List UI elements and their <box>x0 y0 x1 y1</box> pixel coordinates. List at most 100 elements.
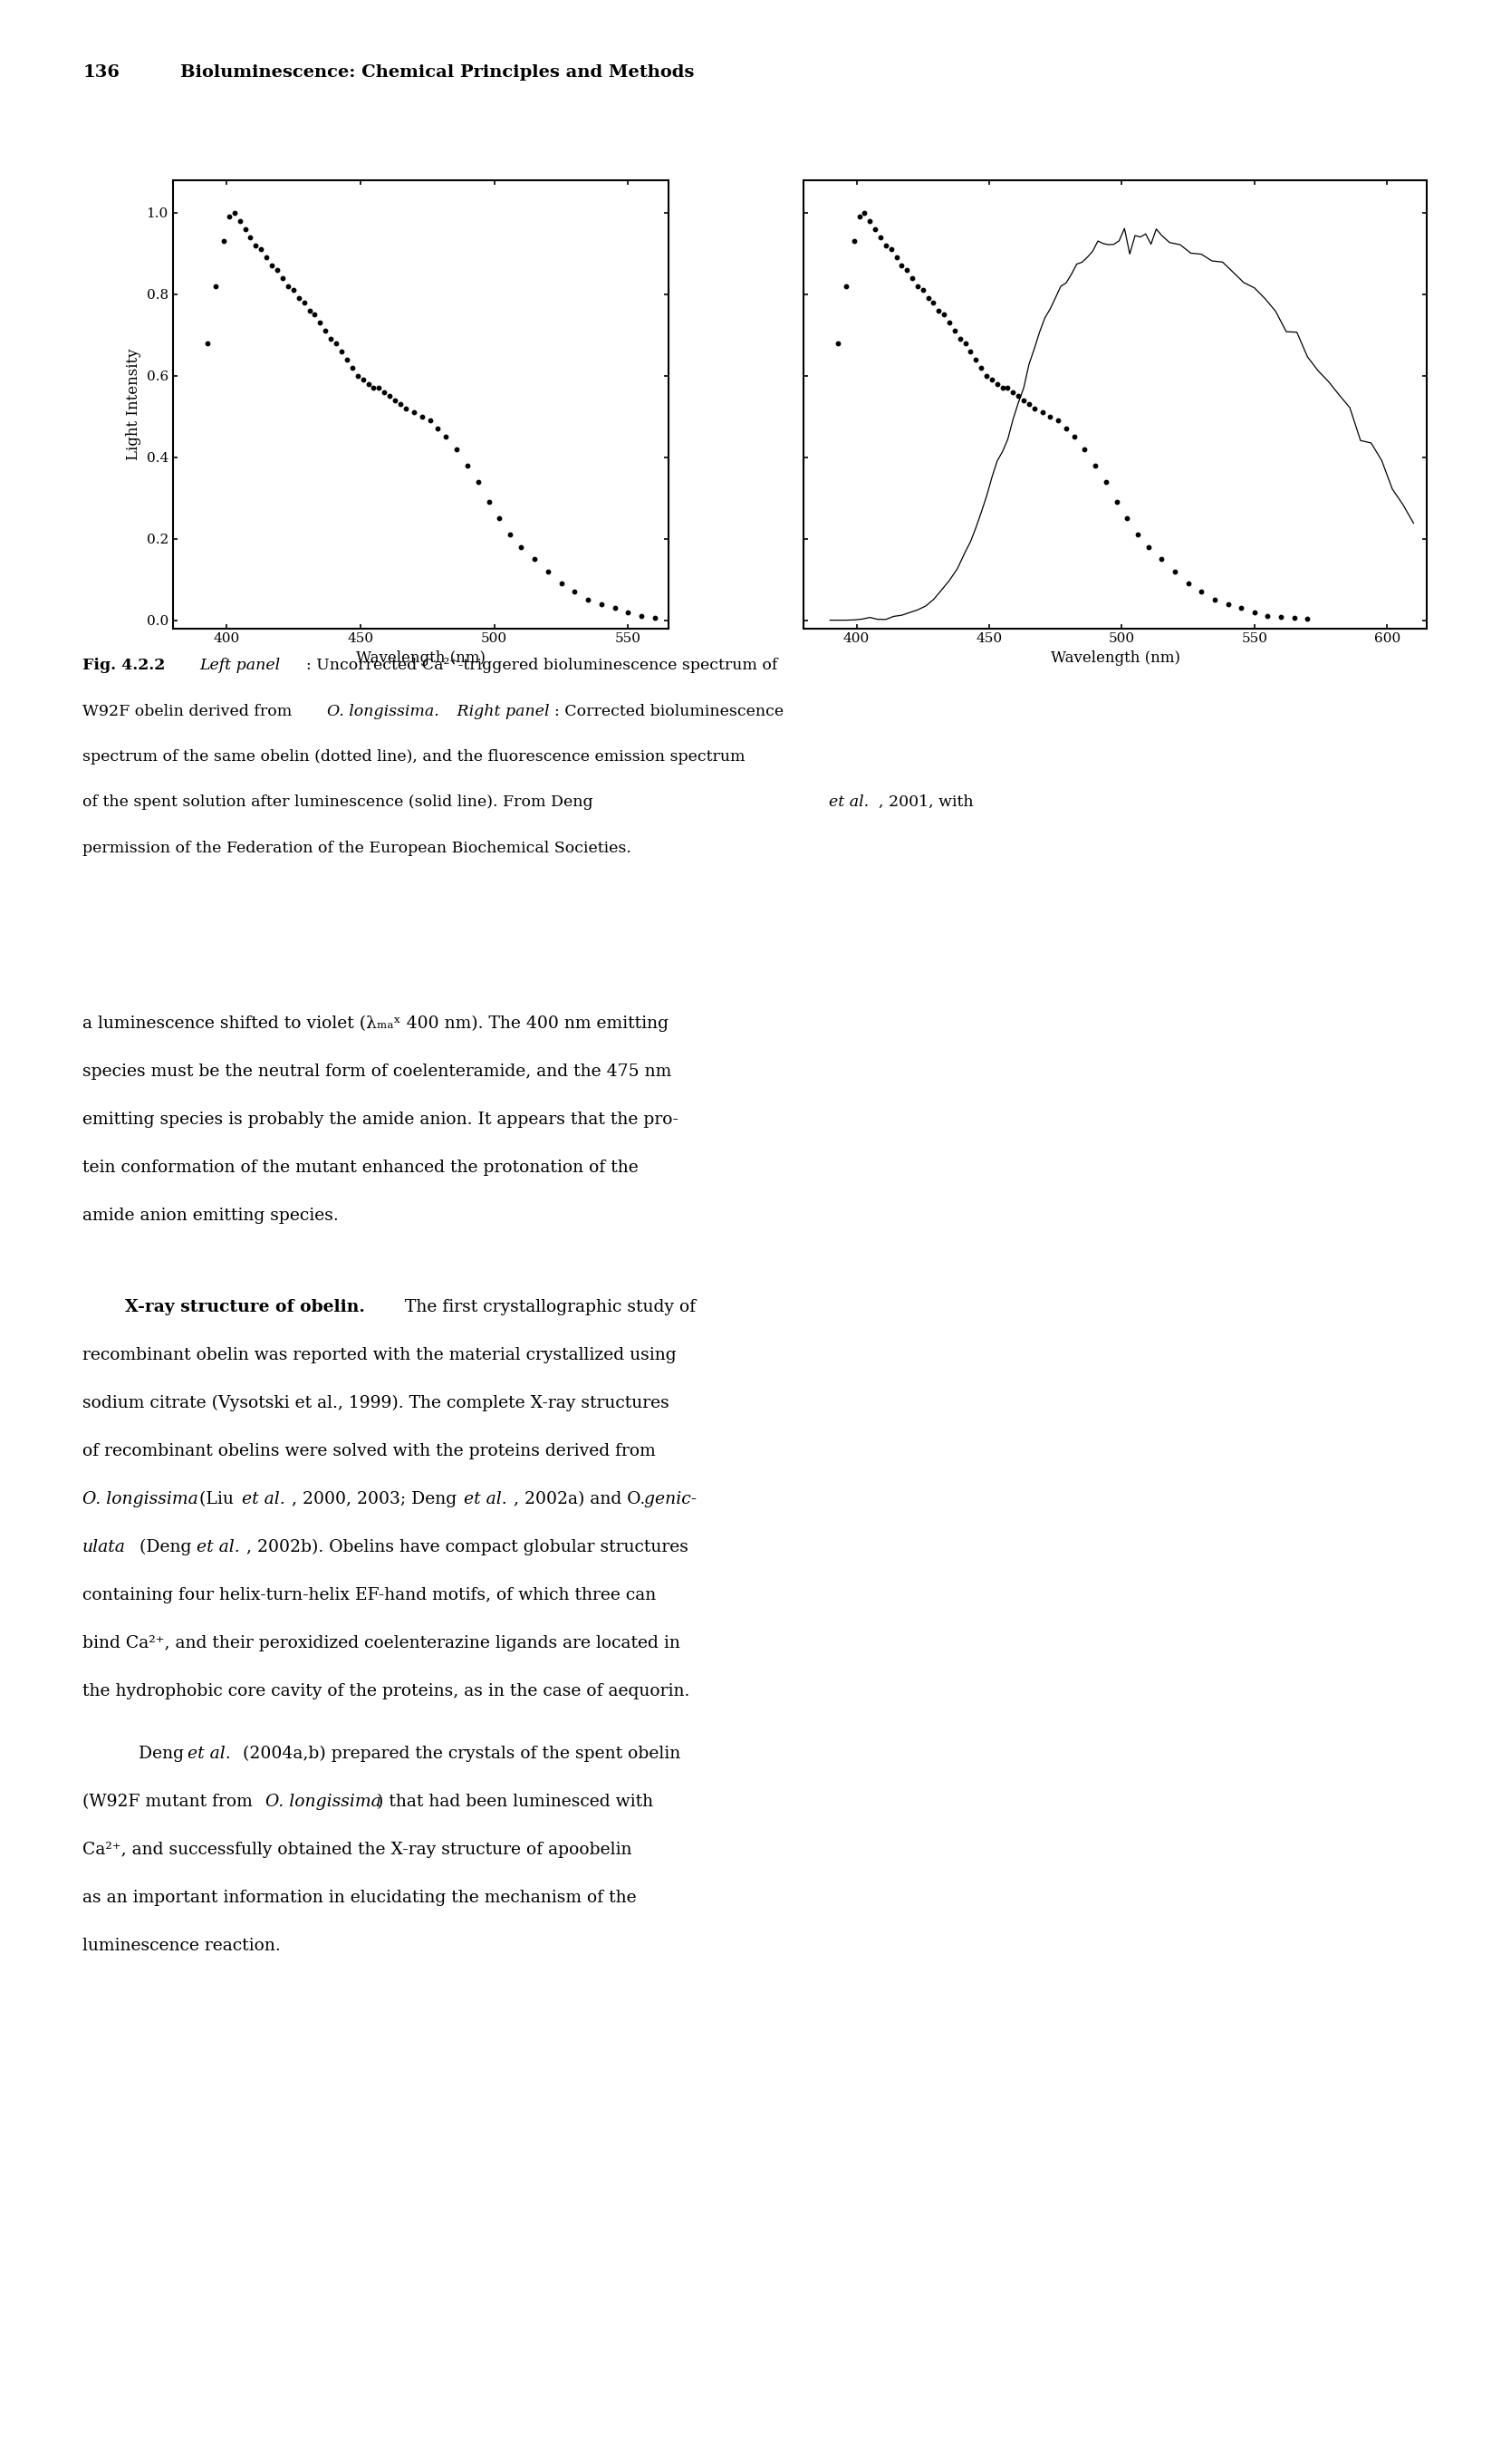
Text: recombinant obelin was reported with the material crystallized using: recombinant obelin was reported with the… <box>83 1348 675 1363</box>
Point <box>1006 377 1030 416</box>
Point <box>899 259 923 298</box>
Point <box>233 209 257 249</box>
X-axis label: Wavelength (nm): Wavelength (nm) <box>356 650 485 665</box>
Point <box>895 249 919 288</box>
Point <box>874 224 898 264</box>
Text: Deng: Deng <box>138 1745 189 1762</box>
Point <box>389 384 413 424</box>
Point <box>341 347 365 387</box>
Point <box>254 237 278 276</box>
Point <box>863 209 887 249</box>
Text: X-ray structure of obelin.: X-ray structure of obelin. <box>125 1299 365 1316</box>
Point <box>1054 409 1078 448</box>
Point <box>563 572 587 611</box>
Point <box>1136 527 1160 567</box>
Text: W92F obelin derived from: W92F obelin derived from <box>83 705 297 719</box>
Point <box>377 377 401 416</box>
Point <box>1103 483 1127 522</box>
Point <box>884 237 908 276</box>
Text: spectrum of the same obelin (dotted line), and the fluorescence emission spectru: spectrum of the same obelin (dotted line… <box>83 749 744 764</box>
Text: sodium citrate (Vysotski et al., 1999). The complete X-ray structures: sodium citrate (Vysotski et al., 1999). … <box>83 1395 669 1412</box>
Point <box>1255 596 1279 636</box>
Point <box>1114 498 1138 537</box>
Text: ) that had been luminesced with: ) that had been luminesced with <box>377 1794 653 1811</box>
Point <box>1126 515 1150 554</box>
Point <box>270 259 294 298</box>
Text: The first crystallographic study of: The first crystallographic study of <box>399 1299 695 1316</box>
Point <box>979 360 1003 399</box>
Point <box>287 278 311 318</box>
Text: , 2000, 2003; Deng: , 2000, 2003; Deng <box>291 1491 461 1508</box>
Point <box>498 515 522 554</box>
Text: permission of the Federation of the European Biochemical Societies.: permission of the Federation of the Euro… <box>83 840 630 855</box>
Text: O. longissima.: O. longissima. <box>327 705 440 719</box>
Point <box>1162 552 1186 591</box>
Point <box>260 246 284 286</box>
Point <box>1072 429 1096 468</box>
Point <box>335 340 359 379</box>
Point <box>536 552 560 591</box>
Point <box>910 271 934 310</box>
Text: (Deng: (Deng <box>134 1540 197 1555</box>
Point <box>1282 599 1306 638</box>
Point <box>308 303 332 342</box>
Point <box>1016 384 1040 424</box>
Text: Right panel: Right panel <box>452 705 549 719</box>
Point <box>1189 572 1213 611</box>
Point <box>868 217 892 256</box>
Text: emitting species is probably the amide anion. It appears that the pro-: emitting species is probably the amide a… <box>83 1111 678 1129</box>
Point <box>926 291 950 330</box>
Point <box>847 197 871 237</box>
Point <box>1175 564 1199 604</box>
Point <box>402 392 426 431</box>
Point <box>1241 591 1265 631</box>
Point <box>383 379 407 419</box>
Text: genic-: genic- <box>638 1491 696 1508</box>
Point <box>853 192 877 232</box>
Point <box>444 429 468 468</box>
Point <box>549 564 573 604</box>
Point <box>434 416 458 456</box>
Point <box>266 249 290 288</box>
Point <box>1082 446 1106 485</box>
Point <box>953 323 977 362</box>
Text: (W92F mutant from: (W92F mutant from <box>83 1794 258 1811</box>
Text: O. longissima: O. longissima <box>266 1794 381 1811</box>
Point <box>426 409 450 448</box>
Point <box>1046 402 1070 441</box>
Point <box>937 303 961 342</box>
Point <box>465 461 489 500</box>
Point <box>314 310 338 350</box>
Text: the hydrophobic core cavity of the proteins, as in the case of aequorin.: the hydrophobic core cavity of the prote… <box>83 1683 689 1700</box>
Point <box>410 397 434 436</box>
Text: Fig. 4.2.2: Fig. 4.2.2 <box>83 658 165 673</box>
Point <box>1295 599 1319 638</box>
Point <box>857 202 881 241</box>
Text: : Corrected bioluminescence: : Corrected bioluminescence <box>554 705 784 719</box>
Point <box>889 246 913 286</box>
Text: of the spent solution after luminescence (solid line). From Deng: of the spent solution after luminescence… <box>83 793 597 811</box>
Text: (Liu: (Liu <box>194 1491 239 1508</box>
Text: , 2001, with: , 2001, with <box>878 793 973 811</box>
Point <box>243 224 267 264</box>
Point <box>989 367 1013 407</box>
Point <box>1202 579 1226 618</box>
Point <box>974 355 998 394</box>
Text: et al.: et al. <box>197 1540 240 1555</box>
Point <box>222 192 246 232</box>
Text: tein conformation of the mutant enhanced the protonation of the: tein conformation of the mutant enhanced… <box>83 1158 638 1175</box>
Y-axis label: Light Intensity: Light Intensity <box>126 347 141 461</box>
Point <box>968 347 992 387</box>
Point <box>329 330 353 370</box>
Point <box>826 323 850 362</box>
Point <box>1061 416 1085 456</box>
Point <box>943 310 967 350</box>
Point <box>212 222 236 261</box>
Point <box>932 296 956 335</box>
Point <box>985 365 1009 404</box>
Text: of recombinant obelins were solved with the proteins derived from: of recombinant obelins were solved with … <box>83 1444 656 1459</box>
Text: , 2002b). Obelins have compact globular structures: , 2002b). Obelins have compact globular … <box>246 1540 687 1555</box>
Text: a luminescence shifted to violet (λₘₐˣ 400 nm). The 400 nm emitting: a luminescence shifted to violet (λₘₐˣ 4… <box>83 1015 668 1032</box>
Point <box>1268 599 1292 638</box>
Point <box>455 446 479 485</box>
